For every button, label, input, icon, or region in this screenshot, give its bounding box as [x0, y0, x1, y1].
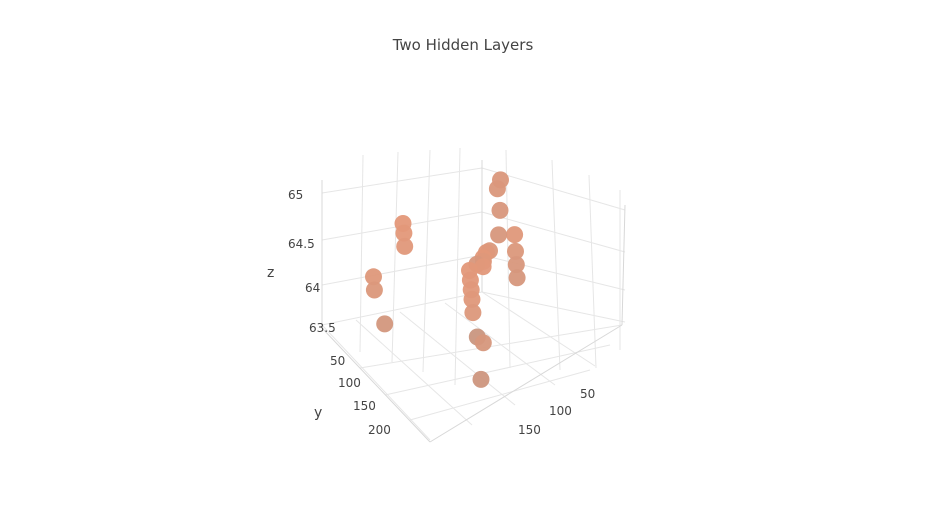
gridline — [359, 154, 364, 353]
gridline — [321, 254, 483, 286]
gridline — [355, 319, 473, 426]
gridline — [481, 254, 626, 291]
gridline — [444, 302, 556, 386]
data-point — [464, 304, 482, 322]
box-edge — [321, 327, 431, 443]
data-point — [472, 370, 490, 388]
x-tick-label: 100 — [549, 404, 572, 418]
data-point — [463, 290, 481, 308]
z-tick-label: 64.5 — [288, 237, 315, 251]
gridline — [384, 344, 611, 396]
gridline — [409, 369, 591, 421]
scene-box — [321, 147, 626, 443]
gridline — [454, 147, 461, 386]
data-point — [395, 224, 413, 242]
box-edge — [621, 204, 626, 326]
x-axis-tick-labels: 50 100 150 — [518, 387, 595, 437]
z-tick-label: 63.5 — [309, 321, 336, 335]
data-point — [488, 180, 506, 198]
gridline — [321, 324, 431, 441]
y-tick-label: 150 — [353, 399, 376, 413]
z-axis-title: z — [267, 265, 274, 281]
data-point — [506, 226, 524, 244]
data-point — [376, 315, 394, 333]
gridline — [321, 291, 483, 326]
gridline — [588, 174, 597, 369]
gridline — [481, 291, 626, 323]
data-point — [365, 268, 382, 286]
gridline — [391, 151, 399, 363]
chart-title: Two Hidden Layers — [392, 36, 534, 54]
data-point — [396, 237, 414, 255]
y-tick-label: 200 — [368, 423, 391, 437]
gridline — [505, 149, 511, 369]
gridline — [422, 149, 431, 373]
scatter-markers — [365, 171, 526, 388]
y-axis-title: y — [314, 405, 322, 421]
z-tick-label: 65 — [288, 188, 303, 202]
gridline — [399, 311, 516, 406]
y-tick-label: 100 — [338, 376, 361, 390]
gridline — [481, 291, 596, 367]
data-point — [491, 201, 509, 219]
data-point — [365, 281, 383, 299]
z-tick-label: 64 — [305, 281, 320, 295]
data-point — [508, 269, 526, 287]
data-point — [490, 226, 508, 244]
x-tick-label: 50 — [580, 387, 595, 401]
gridline — [321, 167, 483, 194]
data-point — [474, 334, 492, 352]
y-axis-tick-labels: 50 100 150 200 — [330, 354, 391, 437]
z-axis-tick-labels: 65 64.5 64 63.5 — [288, 188, 336, 335]
data-point — [474, 258, 492, 276]
x-tick-label: 150 — [518, 423, 541, 437]
data-point — [507, 256, 525, 274]
y-tick-label: 50 — [330, 354, 345, 368]
gridline — [481, 211, 626, 253]
box-edge — [429, 324, 623, 443]
gridline — [359, 324, 623, 369]
data-point — [507, 242, 524, 260]
